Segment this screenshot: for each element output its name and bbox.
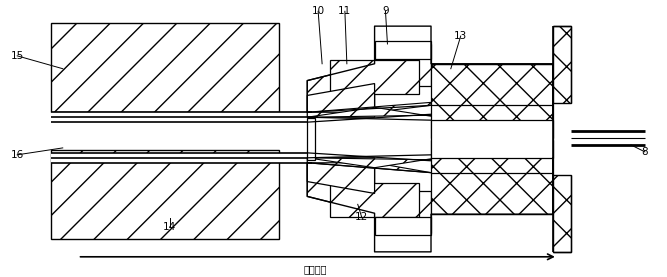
Bar <box>570 130 645 146</box>
Text: 9: 9 <box>382 6 389 16</box>
Bar <box>307 118 315 160</box>
Bar <box>330 183 419 217</box>
Polygon shape <box>307 158 431 168</box>
Polygon shape <box>307 163 431 173</box>
Bar <box>431 140 553 214</box>
Bar <box>375 191 431 233</box>
Bar <box>51 153 312 163</box>
Polygon shape <box>307 107 431 117</box>
Text: 12: 12 <box>355 212 368 222</box>
Text: 套索方向: 套索方向 <box>303 264 327 274</box>
Bar <box>431 64 553 138</box>
Bar <box>330 60 419 94</box>
Polygon shape <box>307 64 375 112</box>
Bar <box>51 112 312 122</box>
Text: 11: 11 <box>338 6 352 16</box>
Bar <box>553 26 570 103</box>
Bar <box>553 175 570 252</box>
Text: 14: 14 <box>163 222 176 232</box>
Polygon shape <box>307 84 375 117</box>
Bar <box>375 44 431 86</box>
Text: 10: 10 <box>311 6 325 16</box>
Polygon shape <box>307 163 375 213</box>
Polygon shape <box>307 102 431 112</box>
Bar <box>375 41 431 59</box>
Text: 16: 16 <box>11 150 24 160</box>
Text: 8: 8 <box>642 147 648 157</box>
Text: 13: 13 <box>454 31 468 41</box>
Polygon shape <box>307 158 375 193</box>
Bar <box>51 150 279 239</box>
Text: 15: 15 <box>11 51 24 61</box>
Bar <box>431 120 553 158</box>
Bar <box>51 23 279 112</box>
Bar <box>375 217 431 235</box>
